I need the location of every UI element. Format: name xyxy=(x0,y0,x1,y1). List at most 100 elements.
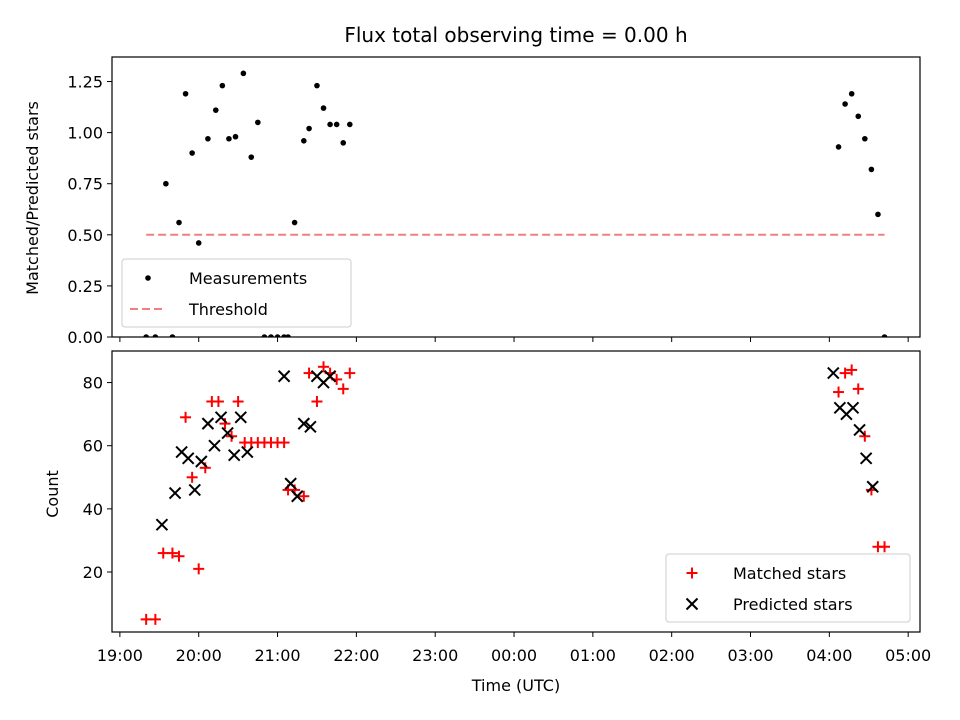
predicted-star-point xyxy=(155,518,169,531)
matched-star-point xyxy=(337,383,349,395)
predicted-star-point xyxy=(277,370,291,383)
top-y-tick-label: 0.00 xyxy=(67,328,103,347)
top-y-tick-label: 1.00 xyxy=(67,124,103,143)
measurement-point xyxy=(143,334,149,337)
measurement-point xyxy=(212,107,219,113)
x-tick-label: 05:00 xyxy=(885,646,931,665)
predicted-star-point xyxy=(284,477,297,490)
measurement-point xyxy=(163,180,169,187)
measurement-point xyxy=(274,334,281,337)
predicted-star-point xyxy=(866,480,879,493)
measurement-point xyxy=(285,334,291,337)
top-legend: Measurements Threshold xyxy=(121,258,352,328)
measurement-point xyxy=(232,133,239,140)
measurement-point xyxy=(240,70,247,77)
measurement-point xyxy=(862,135,868,142)
measurement-point xyxy=(291,219,298,226)
x-tick-label: 23:00 xyxy=(412,646,458,665)
x-tick-label: 02:00 xyxy=(649,646,695,665)
measurement-point xyxy=(176,219,182,226)
bottom-axes-frame xyxy=(111,350,921,633)
predicted-star-point xyxy=(188,483,201,497)
predicted-star-point xyxy=(291,490,304,503)
matched-star-point xyxy=(852,383,864,395)
top-axes-frame xyxy=(111,56,921,338)
top-legend-box xyxy=(121,258,352,328)
chart-title: Flux total observing time = 0.00 h xyxy=(344,23,687,47)
measurement-point xyxy=(261,334,268,337)
matched-star-point xyxy=(839,367,851,379)
measurement-point xyxy=(333,121,340,128)
predicted-star-point xyxy=(323,370,337,383)
predicted-star-point xyxy=(234,411,247,424)
measurement-point xyxy=(268,334,274,337)
measurement-point xyxy=(855,113,862,120)
x-tick-label: 19:00 xyxy=(97,646,143,665)
x-tick-label: 04:00 xyxy=(806,646,852,665)
measurement-point xyxy=(301,137,307,144)
matched-star-point xyxy=(879,541,891,553)
bottom-plot-area: 20 40 60 80 19:00 20:00 21:00 22:00 23:00 00:00 01… xyxy=(83,350,931,665)
legend-label: Predicted stars xyxy=(733,595,853,614)
predicted-star-point xyxy=(214,411,228,424)
top-y-tick-label: 0.75 xyxy=(67,175,103,194)
measurement-point xyxy=(226,135,232,142)
matched-star-point xyxy=(311,396,323,408)
matched-star-point xyxy=(157,547,169,559)
legend-predicted-swatch xyxy=(685,597,699,611)
bottom-y-tick-label: 60 xyxy=(83,437,103,456)
legend-label: Matched stars xyxy=(733,564,846,583)
top-plot-area: 0.00 0.25 0.50 0.75 1.00 1.25 Measurements Thre… xyxy=(67,56,921,347)
matched-star-point xyxy=(166,547,178,559)
bottom-y-axis-label: Count xyxy=(43,470,62,518)
legend-label: Threshold xyxy=(188,300,268,319)
measurement-point xyxy=(835,144,842,150)
predicted-star-point xyxy=(201,417,215,430)
matched-star-point xyxy=(859,430,871,442)
bottom-y-tick-label: 80 xyxy=(83,374,103,393)
measurement-point xyxy=(169,334,176,337)
x-tick-label: 20:00 xyxy=(176,646,222,665)
top-y-tick-label: 0.50 xyxy=(67,226,103,245)
legend-label: Measurements xyxy=(189,269,307,288)
predicted-star-point xyxy=(241,445,254,459)
measurement-point xyxy=(327,121,333,128)
predicted-star-point xyxy=(846,401,860,415)
matched-star-point xyxy=(180,411,192,423)
matched-star-point xyxy=(140,613,152,625)
measurement-point xyxy=(248,154,255,160)
predicted-star-point xyxy=(859,452,873,465)
legend-measurement-swatch xyxy=(145,275,151,281)
matched-star-point xyxy=(199,462,211,474)
measurement-point xyxy=(875,211,881,218)
x-tick-label: 21:00 xyxy=(254,646,300,665)
measurement-point xyxy=(881,334,888,337)
legend-matched-swatch xyxy=(686,567,698,579)
predicted-star-point xyxy=(195,455,208,468)
measurement-point xyxy=(195,240,202,246)
matched-star-point xyxy=(833,386,845,398)
x-tick-label: 03:00 xyxy=(727,646,773,665)
matched-star-point xyxy=(219,418,231,430)
top-y-axis-label: Matched/Predicted stars xyxy=(23,101,42,295)
measurement-point xyxy=(347,121,353,128)
predicted-star-point xyxy=(827,366,840,380)
measurement-point xyxy=(152,334,159,337)
measurement-point xyxy=(189,150,195,156)
predicted-star-point xyxy=(304,420,317,433)
matched-star-point xyxy=(344,367,356,379)
bottom-legend: Matched stars Predicted stars xyxy=(665,553,911,623)
x-tick-label: 01:00 xyxy=(570,646,616,665)
predicted-star-point xyxy=(853,423,866,437)
bottom-legend-box xyxy=(665,553,911,623)
predicted-star-point xyxy=(297,417,311,430)
matched-star-point xyxy=(846,364,858,376)
matched-star-point xyxy=(278,437,290,449)
measurement-point xyxy=(255,119,261,126)
predicted-star-point xyxy=(227,448,241,462)
x-tick-label: 00:00 xyxy=(491,646,537,665)
measurement-point xyxy=(314,82,320,89)
top-y-tick-label: 0.25 xyxy=(67,277,103,296)
measurement-point xyxy=(182,90,189,97)
